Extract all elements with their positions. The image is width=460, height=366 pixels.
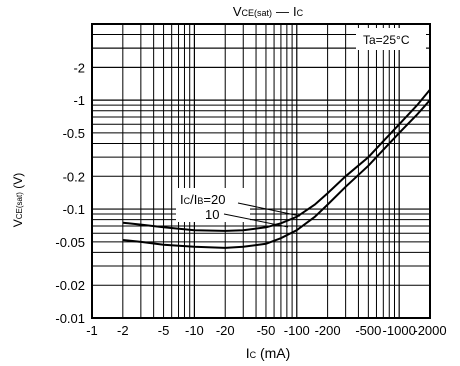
x-tick-label: -200	[315, 323, 341, 338]
x-tick-label: -5	[158, 323, 170, 338]
x-tick-label: -100	[284, 323, 310, 338]
y-tick-label: -0.01	[55, 311, 85, 326]
grid	[91, 23, 431, 319]
y-tick-label: -0.1	[63, 202, 85, 217]
x-tick-label: -20	[216, 323, 235, 338]
y-tick-label: -1	[73, 93, 85, 108]
y-tick-labels: -0.01 -0.02 -0.05 -0.1 -0.2 -0.5 -1 -2	[55, 60, 85, 326]
series-line-ic-ib-20	[122, 88, 431, 232]
x-tick-labels: -1 -2 -5 -10 -20 -50 -100 -200 -500 -1000-2000	[86, 323, 446, 338]
ratio-annotation: IC/IB=20	[180, 192, 225, 207]
ta-annotation-box	[356, 28, 426, 50]
x-tick-label: -10	[185, 323, 204, 338]
series-label-10: 10	[205, 207, 219, 222]
y-tick-label: -0.02	[55, 278, 85, 293]
y-axis-label: VCE(sat) (V)	[11, 173, 25, 227]
x-tick-label: -2000	[413, 323, 446, 338]
x-tick-label: -2	[117, 323, 129, 338]
ta-annotation: Ta=25°C	[363, 33, 410, 47]
x-axis-label: IC (mA)	[246, 345, 291, 361]
y-tick-label: -0.5	[63, 126, 85, 141]
x-tick-label: -500	[355, 323, 381, 338]
x-tick-label: -1	[86, 323, 98, 338]
y-tick-label: -2	[73, 60, 85, 75]
plot-frame	[91, 23, 431, 319]
series-line-ic-ib-10	[122, 99, 431, 249]
x-tick-label: -50	[257, 323, 276, 338]
y-tick-label: -0.05	[55, 235, 85, 250]
chart-title: VCE(sat) — IC	[233, 4, 304, 19]
y-tick-label: -0.2	[63, 169, 85, 184]
leader-line-20	[237, 202, 301, 217]
x-tick-label: -1000	[383, 323, 416, 338]
